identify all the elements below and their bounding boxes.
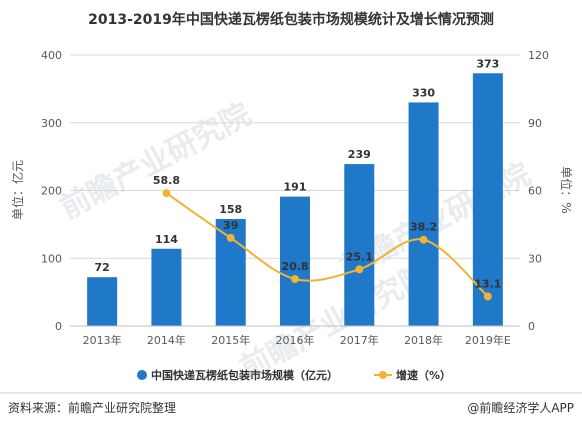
x-tick-label: 2016年 xyxy=(276,333,315,347)
left-tick-label: 200 xyxy=(41,185,62,198)
x-tick-label: 2015年 xyxy=(211,333,250,347)
x-tick-label: 2014年 xyxy=(147,333,186,347)
line-value-label: 39 xyxy=(223,219,238,232)
left-axis: 0 100 200 300 400 xyxy=(41,49,62,333)
growth-line xyxy=(165,192,489,298)
legend-line-label: 增速（%） xyxy=(396,368,451,382)
right-tick-label: 30 xyxy=(528,252,542,265)
chart-title: 2013-2019年中国快递瓦楞纸包装市场规模统计及增长情况预测 xyxy=(88,11,494,28)
left-tick-label: 100 xyxy=(41,252,62,265)
brand-credit: @前瞻经济学人APP xyxy=(467,400,574,415)
line-value-label: 25.1 xyxy=(346,250,373,263)
x-axis: 2013年 2014年 2015年 2016年 2017年 2018年 2019年E xyxy=(70,325,520,347)
line-point xyxy=(291,275,299,284)
right-tick-label: 120 xyxy=(528,49,549,62)
line-value-label: 38.2 xyxy=(410,221,437,234)
line-value-label: 20.8 xyxy=(281,260,308,273)
line-point xyxy=(226,233,235,242)
x-tick-label: 2019年E xyxy=(465,333,511,347)
line-series: 58.8 39 20.8 25.1 38.2 13.1 xyxy=(153,174,501,301)
left-axis-title: 单位：亿元 xyxy=(10,160,25,220)
bar-value-label: 239 xyxy=(348,148,371,161)
right-tick-label: 0 xyxy=(528,320,535,333)
line-value-label: 58.8 xyxy=(153,174,180,187)
bar-value-label: 72 xyxy=(94,261,109,274)
x-tick-label: 2013年 xyxy=(83,333,122,347)
x-tick-label: 2017年 xyxy=(340,333,379,347)
line-point xyxy=(162,189,171,198)
bar-value-label: 158 xyxy=(219,203,242,216)
line-point xyxy=(483,292,492,301)
right-tick-label: 60 xyxy=(528,185,542,198)
right-axis: 0 30 60 90 120 xyxy=(528,49,549,333)
legend-bar-marker xyxy=(137,370,147,380)
left-tick-label: 300 xyxy=(41,117,62,130)
bar-series: 72 114 158 191 239 330 373 xyxy=(87,57,503,326)
line-point xyxy=(355,265,364,274)
bar xyxy=(472,73,503,326)
legend-bar-label: 中国快递瓦楞纸包装市场规模（亿元） xyxy=(151,368,338,382)
line-value-label: 13.1 xyxy=(474,277,501,290)
gridlines xyxy=(70,54,520,259)
bar-value-label: 373 xyxy=(476,57,499,70)
bar xyxy=(408,102,439,326)
legend-line-dot xyxy=(379,371,387,379)
left-tick-label: 400 xyxy=(41,49,62,62)
bar-value-label: 114 xyxy=(155,233,178,246)
right-tick-label: 90 xyxy=(528,117,542,130)
source-note: 资料来源：前瞻产业研究院整理 xyxy=(8,400,176,415)
bar xyxy=(344,164,375,326)
bar xyxy=(87,277,118,326)
bar-value-label: 330 xyxy=(412,86,435,99)
bar-value-label: 191 xyxy=(284,181,307,194)
legend: 中国快递瓦楞纸包装市场规模（亿元） 增速（%） xyxy=(137,368,451,382)
line-point xyxy=(419,235,428,244)
x-tick-label: 2018年 xyxy=(404,333,443,347)
bar xyxy=(151,248,182,326)
bar xyxy=(280,196,310,326)
right-axis-title: 单位：% xyxy=(559,166,574,213)
left-tick-label: 0 xyxy=(55,320,62,333)
